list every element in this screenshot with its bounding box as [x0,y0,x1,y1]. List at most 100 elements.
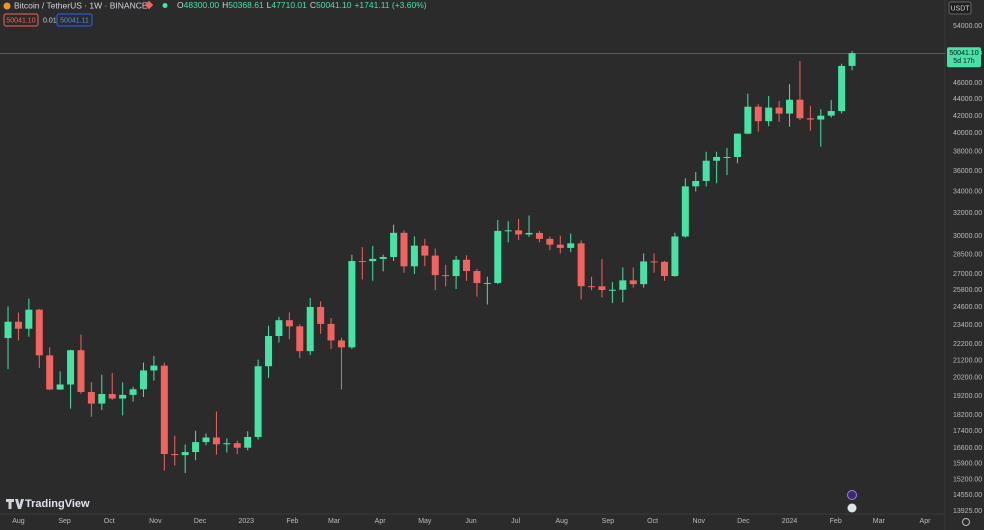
ohlc-value: 50368.61 [228,0,264,10]
x-tick-label: Aug [556,518,569,525]
candle-body [483,282,491,284]
candle-body [317,306,325,324]
candle-body [87,392,95,404]
y-tick-label: 21200.00 [953,357,982,364]
candle-body [98,394,106,404]
candle-body [588,286,596,288]
event-icon[interactable] [847,503,857,513]
candle-body [515,230,523,235]
candle-body [327,323,335,341]
candle-body [775,107,783,114]
candle-body [713,156,721,161]
candle-body [577,243,585,287]
candle-body [358,261,366,263]
candle-body [14,321,22,329]
y-tick-label: 42000.00 [953,113,982,120]
x-tick-label: Dec [737,518,750,525]
x-tick-label: Mar [328,518,341,525]
x-tick-label: Apr [920,518,932,525]
candle-body [171,454,179,456]
buy-button[interactable] [56,13,93,27]
candle-body [608,289,616,291]
x-tick-label: Jun [465,518,476,525]
y-tick-label: 46000.00 [953,80,982,87]
status-dot [162,3,168,8]
candle-body [650,261,658,263]
candle-body [546,238,554,245]
currency-button[interactable] [948,1,972,15]
candle-body [181,452,189,456]
change: +1741.11 (+3.60%) [354,0,426,10]
y-tick-label: 22200.00 [953,341,982,348]
x-tick-label: Feb [830,518,842,525]
candle-body [4,321,12,339]
y-tick-label: 14550.00 [953,492,982,499]
y-tick-label: 32000.00 [953,210,982,217]
candle-body [35,309,43,356]
candle-body [817,115,825,120]
candle-body [640,261,648,285]
candle-body [306,306,314,352]
ohlc-value: 47710.01 [271,0,307,10]
y-tick-label: 17400.00 [953,428,982,435]
candle-body [160,365,168,455]
candle-body [77,350,85,393]
sell-price: 50041.10 [6,17,35,24]
last-price: 50041.10 [949,50,978,57]
candle-body [525,232,533,235]
candle-body [838,65,846,112]
candle-body [254,366,262,437]
y-tick-label: 20200.00 [953,375,982,382]
x-tick-label: Aug [12,518,25,525]
candle-body [796,99,804,119]
countdown: 5d 17h [953,58,975,65]
y-tick-label: 44000.00 [953,96,982,103]
candle-body [671,236,679,277]
candle-body [702,160,710,181]
ohlc-key: L [267,0,272,10]
x-tick-label: Nov [149,518,162,525]
candle-body [848,53,856,66]
y-tick-label: 28500.00 [953,252,982,259]
y-tick-label: 54000.00 [953,23,982,30]
candle-body [212,437,220,445]
ohlc-key: O [177,0,184,10]
candle-body [723,156,731,158]
candle-body [629,280,637,285]
candle-body [67,350,75,385]
ohlc-value: 48300.00 [184,0,220,10]
candle-body [202,437,210,443]
candle-body [56,384,64,390]
y-tick-label: 40000.00 [953,130,982,137]
x-tick-label: Sep [58,518,71,525]
last-price-tag [947,47,981,68]
y-tick-label: 30000.00 [953,233,982,240]
candle-body [119,394,127,399]
candle-body [463,259,471,272]
candle-body [337,340,345,348]
event-icon[interactable] [847,490,857,500]
x-tick-label: Sep [602,518,615,525]
candle-body [223,443,231,445]
candle-body [827,111,835,116]
x-tick-label: Feb [286,518,298,525]
spread: 0.01 [43,17,57,24]
y-tick-label: 23400.00 [953,322,982,329]
brand-logo [6,499,24,509]
sell-button[interactable] [3,13,39,27]
candle-body [192,442,200,453]
candle-body [598,286,606,291]
ohlc-value: 50041.10 [316,0,352,10]
candle-body [535,232,543,239]
y-tick-label: 15200.00 [953,477,982,484]
ohlc-legend: O48300.00 H50368.61 L47710.01 C50041.10 +174… [177,0,427,10]
x-tick-label: Oct [104,518,115,525]
candle-body [806,118,814,120]
settings-icon[interactable] [962,518,970,526]
y-tick-label: 13925.00 [953,508,982,515]
candle-body [744,106,752,134]
ohlc-key: H [222,0,228,10]
x-tick-label: 2024 [782,518,798,525]
candle-body [754,106,762,122]
candle-body [452,259,460,277]
